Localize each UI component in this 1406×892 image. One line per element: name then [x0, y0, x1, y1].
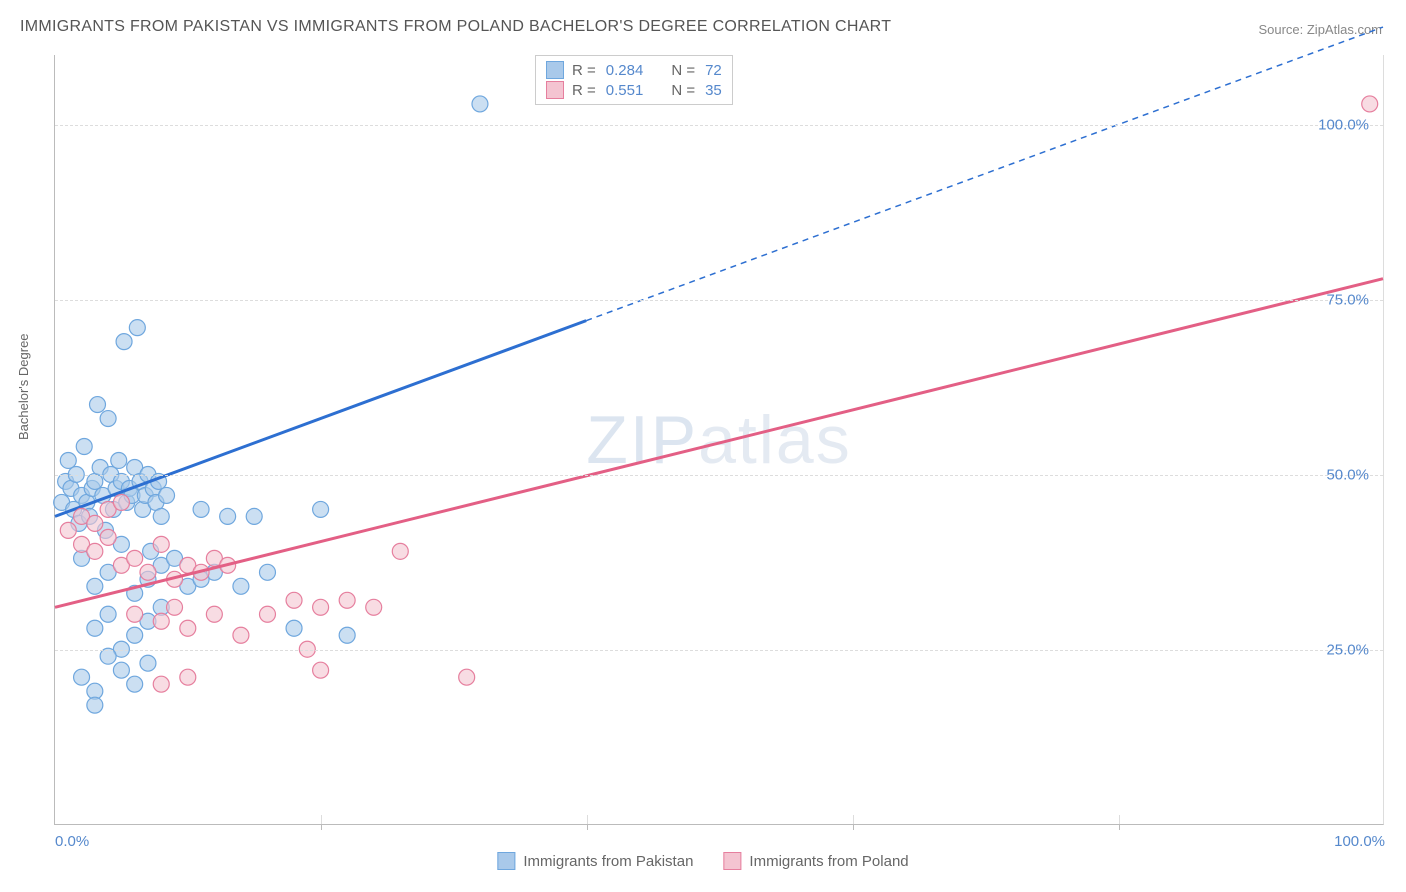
- chart-title: IMMIGRANTS FROM PAKISTAN VS IMMIGRANTS F…: [20, 18, 891, 36]
- scatter-point: [113, 494, 129, 510]
- stats-legend: R = 0.284 N = 72 R = 0.551 N = 35: [535, 55, 733, 105]
- bottom-legend: Immigrants from Pakistan Immigrants from …: [497, 852, 908, 870]
- scatter-point: [366, 599, 382, 615]
- scatter-point: [259, 564, 275, 580]
- scatter-point: [140, 564, 156, 580]
- gridline-h: [55, 300, 1383, 301]
- scatter-point: [1362, 96, 1378, 112]
- scatter-point: [153, 676, 169, 692]
- legend-n-label: N =: [671, 62, 695, 79]
- scatter-point: [100, 529, 116, 545]
- plot-area: ZIPatlas R =0.284N =72R =0.551N =35 25.0…: [54, 55, 1384, 825]
- scatter-point: [127, 676, 143, 692]
- scatter-point: [180, 620, 196, 636]
- scatter-point: [87, 697, 103, 713]
- scatter-point: [100, 606, 116, 622]
- scatter-point: [220, 508, 236, 524]
- scatter-point: [140, 655, 156, 671]
- gridline-h: [55, 650, 1383, 651]
- scatter-point: [129, 320, 145, 336]
- legend-swatch: [546, 61, 564, 79]
- scatter-point: [313, 662, 329, 678]
- legend-swatch: [497, 852, 515, 870]
- x-tick-mark: [587, 824, 588, 830]
- scatter-point: [100, 411, 116, 427]
- x-tick-label: 0.0%: [55, 833, 89, 850]
- scatter-point: [127, 627, 143, 643]
- scatter-point: [153, 613, 169, 629]
- series-legend-label: Immigrants from Poland: [749, 853, 908, 870]
- scatter-point: [116, 334, 132, 350]
- regression-line: [55, 321, 586, 517]
- legend-r-value: 0.551: [606, 82, 644, 99]
- x-tick-mark: [853, 824, 854, 830]
- legend-r-label: R =: [572, 62, 596, 79]
- scatter-point: [153, 508, 169, 524]
- scatter-point: [74, 669, 90, 685]
- legend-n-value: 72: [705, 62, 722, 79]
- series-legend-item: Immigrants from Pakistan: [497, 852, 693, 870]
- scatter-point: [259, 606, 275, 622]
- scatter-point: [76, 439, 92, 455]
- y-tick-label: 25.0%: [1326, 642, 1369, 659]
- legend-n-value: 35: [705, 82, 722, 99]
- series-legend-label: Immigrants from Pakistan: [523, 853, 693, 870]
- x-tick-mark: [321, 824, 322, 830]
- scatter-point: [459, 669, 475, 685]
- legend-swatch: [723, 852, 741, 870]
- scatter-svg: [55, 55, 1383, 824]
- scatter-point: [472, 96, 488, 112]
- y-axis-label: Bachelor's Degree: [16, 333, 31, 440]
- scatter-point: [233, 627, 249, 643]
- scatter-point: [127, 606, 143, 622]
- legend-r-label: R =: [572, 82, 596, 99]
- x-tick-label: 100.0%: [1334, 833, 1385, 850]
- scatter-point: [87, 620, 103, 636]
- scatter-point: [339, 592, 355, 608]
- scatter-point: [313, 501, 329, 517]
- scatter-point: [339, 627, 355, 643]
- legend-r-value: 0.284: [606, 62, 644, 79]
- scatter-point: [90, 397, 106, 413]
- scatter-point: [127, 550, 143, 566]
- gridline-h: [55, 475, 1383, 476]
- scatter-point: [87, 543, 103, 559]
- scatter-point: [167, 599, 183, 615]
- scatter-point: [286, 620, 302, 636]
- scatter-point: [60, 522, 76, 538]
- y-tick-label: 50.0%: [1326, 467, 1369, 484]
- scatter-point: [87, 578, 103, 594]
- scatter-point: [193, 501, 209, 517]
- scatter-point: [113, 662, 129, 678]
- scatter-point: [87, 515, 103, 531]
- y-tick-label: 75.0%: [1326, 292, 1369, 309]
- scatter-point: [153, 536, 169, 552]
- scatter-point: [111, 452, 127, 468]
- stats-legend-row: R = 0.551 N = 35: [546, 80, 722, 100]
- scatter-point: [286, 592, 302, 608]
- scatter-point: [206, 606, 222, 622]
- scatter-point: [246, 508, 262, 524]
- legend-n-label: N =: [671, 82, 695, 99]
- gridline-h: [55, 125, 1383, 126]
- scatter-point: [159, 487, 175, 503]
- series-legend-item: Immigrants from Poland: [723, 852, 908, 870]
- scatter-point: [233, 578, 249, 594]
- x-tick-mark: [1119, 824, 1120, 830]
- scatter-point: [392, 543, 408, 559]
- stats-legend-row: R = 0.284 N = 72: [546, 60, 722, 80]
- scatter-point: [313, 599, 329, 615]
- scatter-point: [180, 669, 196, 685]
- y-tick-label: 100.0%: [1318, 117, 1369, 134]
- scatter-point: [60, 452, 76, 468]
- legend-swatch: [546, 81, 564, 99]
